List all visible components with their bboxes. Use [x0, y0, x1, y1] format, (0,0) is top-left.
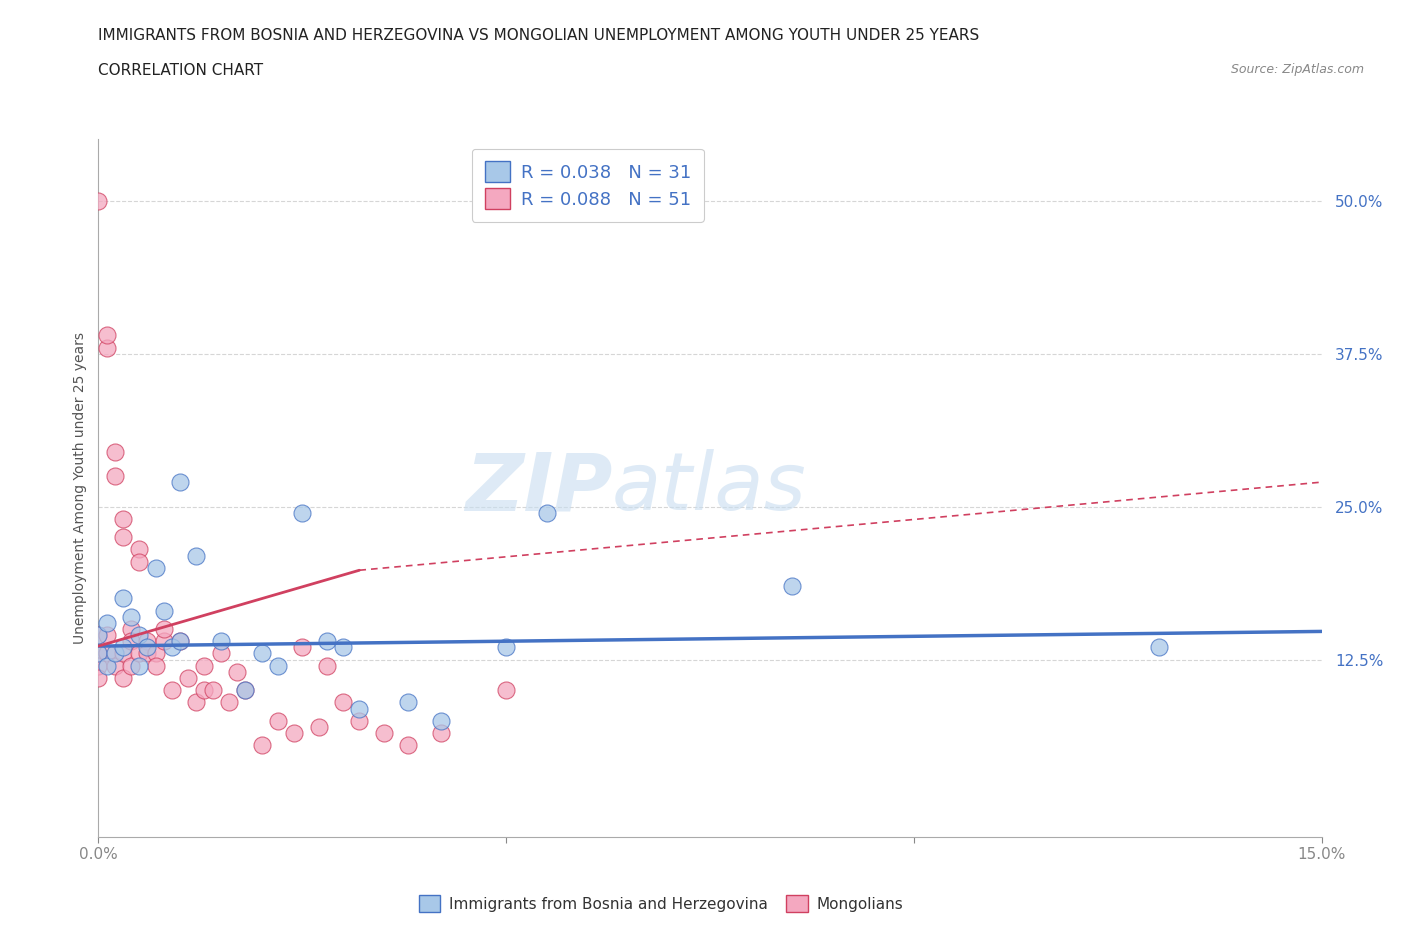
Point [111, 646, 134, 661]
Text: Source: ZipAtlas.com: Source: ZipAtlas.com [1230, 63, 1364, 76]
Point [186, 695, 208, 710]
Point [87, 671, 110, 685]
Point [128, 542, 150, 557]
Point [226, 664, 249, 679]
Point [120, 621, 142, 636]
Point [152, 633, 174, 648]
Point [373, 725, 395, 740]
Point [430, 725, 453, 740]
Point [145, 658, 167, 673]
Point [169, 474, 191, 489]
Point [332, 640, 354, 655]
Point [87, 628, 110, 643]
Point [128, 554, 150, 569]
Point [396, 737, 419, 752]
Point [169, 633, 191, 648]
Point [96, 646, 118, 661]
Point [136, 633, 159, 648]
Point [120, 633, 142, 648]
Point [308, 720, 330, 735]
Point [233, 683, 256, 698]
Point [87, 193, 110, 208]
Point [145, 646, 167, 661]
Point [1147, 640, 1170, 655]
Point [96, 616, 118, 631]
Point [495, 683, 517, 698]
Point [218, 695, 240, 710]
Point [128, 628, 150, 643]
Text: ZIP: ZIP [465, 449, 612, 527]
Point [128, 646, 150, 661]
Point [136, 646, 159, 661]
Point [332, 695, 354, 710]
Point [120, 658, 142, 673]
Point [169, 633, 191, 648]
Point [111, 591, 134, 605]
Point [104, 469, 127, 484]
Point [136, 640, 159, 655]
Point [87, 646, 110, 661]
Point [233, 683, 256, 698]
Point [186, 548, 208, 563]
Point [349, 713, 371, 728]
Text: IMMIGRANTS FROM BOSNIA AND HERZEGOVINA VS MONGOLIAN UNEMPLOYMENT AMONG YOUTH UND: IMMIGRANTS FROM BOSNIA AND HERZEGOVINA V… [98, 28, 980, 43]
Point [111, 671, 134, 685]
Point [291, 640, 314, 655]
Point [152, 621, 174, 636]
Point [87, 658, 110, 673]
Text: atlas: atlas [612, 449, 807, 527]
Point [193, 658, 215, 673]
Point [111, 530, 134, 545]
Point [96, 328, 118, 343]
Y-axis label: Unemployment Among Youth under 25 years: Unemployment Among Youth under 25 years [73, 332, 87, 644]
Point [96, 658, 118, 673]
Point [201, 683, 224, 698]
Point [536, 505, 558, 520]
Text: CORRELATION CHART: CORRELATION CHART [98, 63, 263, 78]
Point [209, 633, 232, 648]
Legend: Immigrants from Bosnia and Herzegovina, Mongolians: Immigrants from Bosnia and Herzegovina, … [411, 887, 911, 920]
Point [111, 512, 134, 526]
Point [177, 671, 200, 685]
Point [315, 658, 337, 673]
Point [193, 683, 215, 698]
Point [291, 505, 314, 520]
Point [96, 628, 118, 643]
Point [96, 340, 118, 355]
Point [349, 701, 371, 716]
Point [396, 695, 419, 710]
Point [209, 646, 232, 661]
Point [160, 683, 183, 698]
Point [87, 646, 110, 661]
Point [87, 628, 110, 643]
Point [780, 578, 803, 593]
Point [152, 604, 174, 618]
Point [145, 561, 167, 576]
Point [111, 640, 134, 655]
Point [267, 713, 290, 728]
Point [104, 445, 127, 459]
Point [250, 646, 273, 661]
Point [315, 633, 337, 648]
Point [160, 640, 183, 655]
Point [104, 646, 127, 661]
Point [430, 713, 453, 728]
Point [128, 658, 150, 673]
Point [267, 658, 290, 673]
Point [104, 658, 127, 673]
Point [250, 737, 273, 752]
Point [495, 640, 517, 655]
Point [283, 725, 305, 740]
Point [120, 609, 142, 624]
